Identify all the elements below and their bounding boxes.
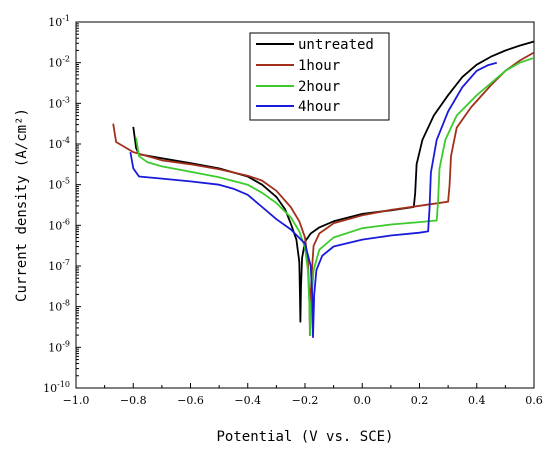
x-tick-label: −0.4 xyxy=(234,394,261,407)
y-tick-label: 10-2 xyxy=(48,55,70,70)
series-line-4hour xyxy=(129,61,498,339)
y-tick-label: 10-8 xyxy=(48,299,70,314)
y-tick-label: 10-4 xyxy=(48,136,70,151)
x-tick-label: −0.6 xyxy=(177,394,204,407)
y-tick-label: 10-5 xyxy=(48,177,70,192)
legend-label-2hour: 2hour xyxy=(298,79,340,95)
y-tick-label: 10-9 xyxy=(48,339,70,354)
x-tick-label: 0.4 xyxy=(468,394,486,407)
y-axis-title: Current density (A/cm²) xyxy=(14,108,30,302)
x-tick-label: −0.2 xyxy=(292,394,319,407)
x-axis-title: Potential (V vs. SCE) xyxy=(216,429,393,445)
x-tick-label: −1.0 xyxy=(63,394,90,407)
x-tick-label: 0.0 xyxy=(354,394,372,407)
axis-ticks: −1.0 −0.8 −0.6 −0.4 −0.2 0.0 0.2 0.4 0.6 10-10 10-… xyxy=(43,14,543,407)
y-tick-label: 10-6 xyxy=(48,217,70,232)
legend-label-1hour: 1hour xyxy=(298,58,340,74)
y-tick-label: 10-10 xyxy=(43,380,70,395)
x-tick-label: 0.6 xyxy=(525,394,543,407)
y-tick-label: 10-7 xyxy=(48,258,70,273)
y-tick-label: 10-3 xyxy=(48,95,70,110)
x-tick-label: 0.2 xyxy=(411,394,429,407)
series-lines xyxy=(112,40,535,339)
x-tick-label: −0.8 xyxy=(120,394,147,407)
legend-label-4hour: 4hour xyxy=(298,99,340,115)
legend: untreated 1hour 2hour 4hour xyxy=(249,32,390,121)
legend-label-untreated: untreated xyxy=(298,37,374,53)
y-tick-label: 10-1 xyxy=(48,14,70,29)
